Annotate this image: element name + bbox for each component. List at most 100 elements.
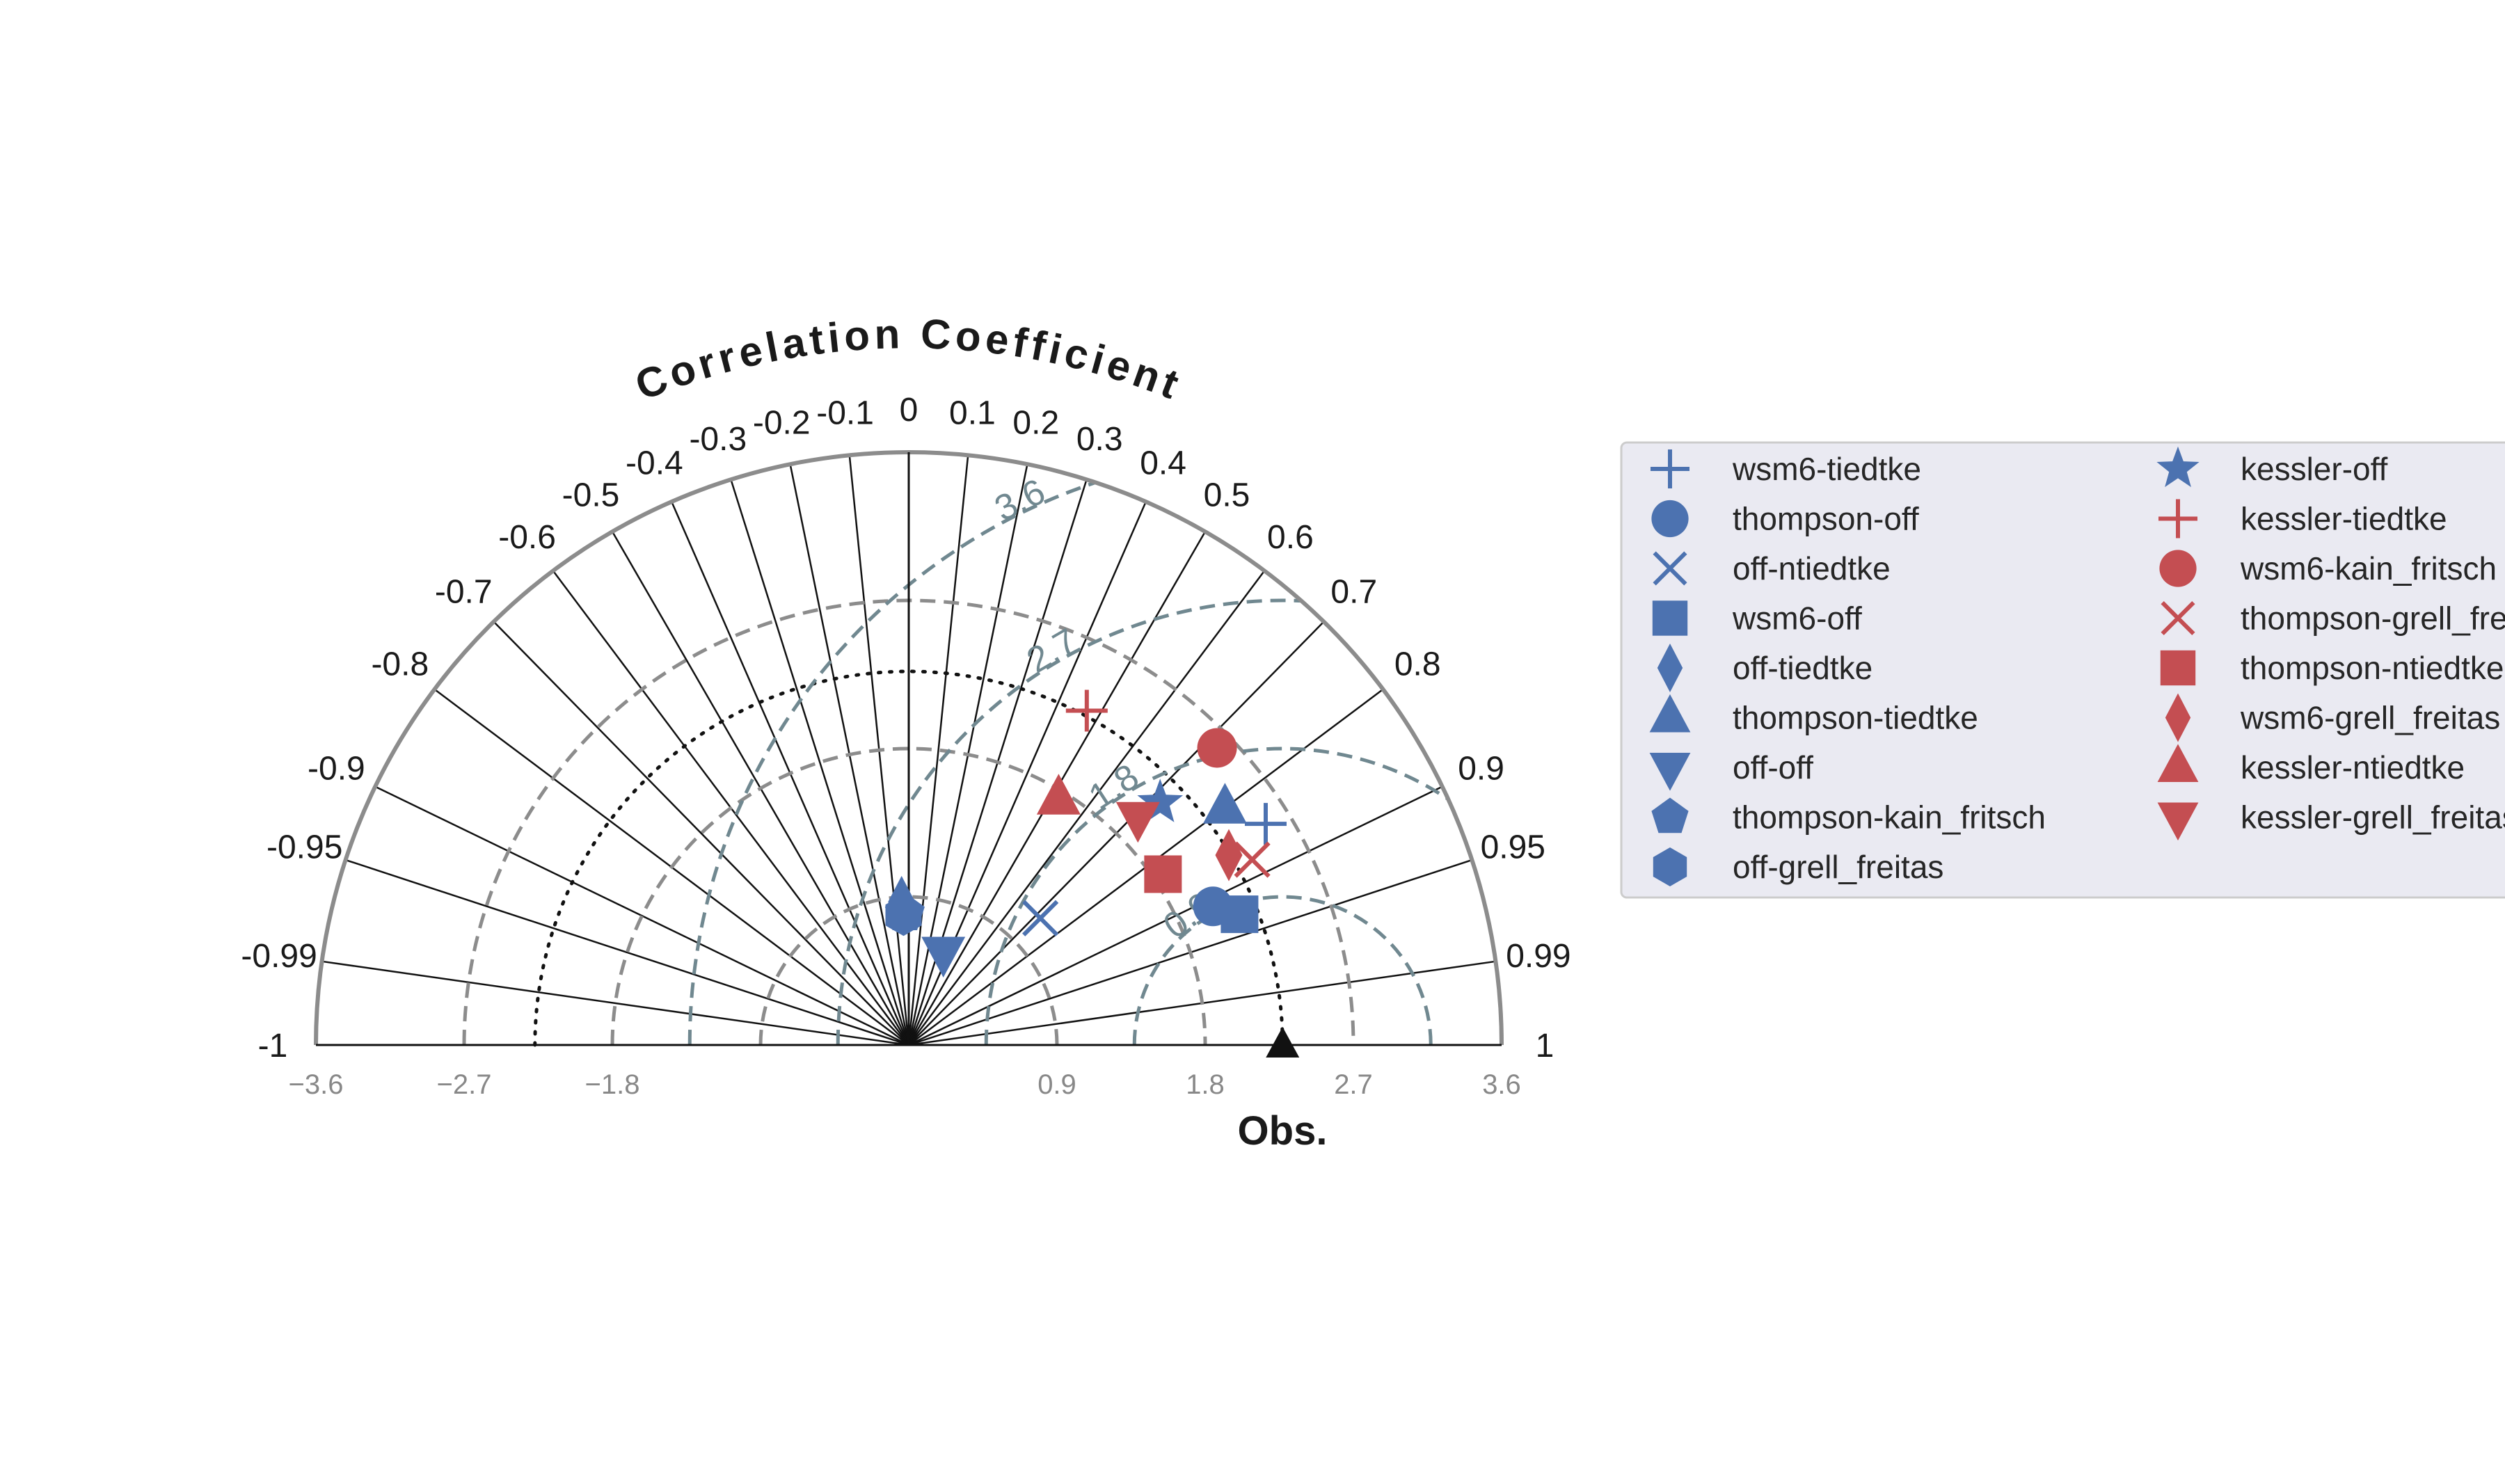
data-point-kessler-tiedtke [1065, 689, 1108, 732]
correlation-tick-label: 1 [1536, 1028, 1554, 1064]
rms-contour-arc [836, 598, 1502, 1045]
legend-label: thompson-off [1733, 501, 1919, 537]
legend-marker-kessler-ntiedtke [2157, 744, 2199, 782]
correlation-tick-label: 0.2 [1012, 405, 1059, 442]
legend-marker-thompson-kain_fritsch [1651, 797, 1689, 833]
correlation-gridline [493, 621, 909, 1046]
legend-label: off-tiedtke [1733, 650, 1872, 686]
correlation-tick-label: 0.6 [1267, 519, 1314, 556]
data-point-kessler-off [1137, 779, 1184, 822]
data-point-off-grell_freitas [885, 894, 922, 936]
correlation-tick-label: 0.8 [1394, 646, 1441, 683]
data-point-thompson-grell_freitas [1234, 841, 1271, 878]
legend-marker-thompson-off [1651, 500, 1689, 538]
legend-label: kessler-ntiedtke [2241, 749, 2465, 785]
legend-marker-wsm6-grell_freitas [2165, 693, 2191, 742]
rms-contours [690, 452, 1502, 1045]
data-point-wsm6-tiedtke [1244, 803, 1287, 845]
legend-item: wsm6-kain_fritsch [2159, 550, 2497, 587]
correlation-tick-label: 0.9 [1458, 751, 1504, 788]
legend-marker-thompson-tiedtke [1649, 694, 1691, 733]
legend-marker-wsm6-kain_fritsch [2159, 550, 2197, 587]
data-point-wsm6-grell_freitas [1215, 829, 1243, 881]
correlation-tick-label: 0.3 [1076, 421, 1123, 458]
legend-marker-off-off [1649, 753, 1691, 791]
correlation-gridline [374, 785, 909, 1046]
legend-item: thompson-grell_freitas [2161, 600, 2505, 637]
correlation-tick-label: 0.7 [1330, 573, 1377, 610]
std-tick-label: −2.7 [437, 1069, 492, 1100]
std-tick-label: −3.6 [289, 1069, 344, 1100]
correlation-gridline [730, 479, 910, 1046]
correlation-tick-label: 0.95 [1481, 829, 1545, 866]
correlation-tick-label: 0.1 [949, 395, 996, 432]
legend-item: kessler-ntiedtke [2157, 744, 2465, 785]
correlation-tick-label: -0.3 [689, 421, 747, 458]
tick-layer: -1 -0.99 -0.95 -0.9 -0.8-0.7-0.6-0.5-0.4-0.3… [241, 392, 1570, 1100]
legend-marker-off-grell_freitas [1653, 847, 1687, 886]
legend-marker-kessler-tiedtke [2158, 499, 2197, 538]
legend-item: thompson-kain_fritsch [1651, 797, 2046, 836]
legend-item: kessler-off [2156, 446, 2388, 488]
correlation-tick-label: -0.95 [267, 829, 342, 866]
legend-marker-thompson-ntiedtke [2160, 650, 2196, 686]
legend-label: wsm6-kain_fritsch [2240, 550, 2497, 587]
legend-label: off-ntiedtke [1733, 550, 1891, 587]
std-tick-label: 3.6 [1482, 1069, 1521, 1100]
std-tick-label: 2.7 [1334, 1069, 1373, 1100]
correlation-tick-label: -0.99 [241, 938, 317, 975]
legend-item: off-ntiedtke [1653, 550, 1891, 587]
data-point-thompson-tiedtke [1202, 783, 1247, 824]
correlation-tick-label: 0.4 [1140, 445, 1186, 481]
correlation-tick-label: -0.5 [562, 477, 620, 514]
std-tick-label: 1.8 [1186, 1069, 1225, 1100]
legend-label: wsm6-grell_freitas [2240, 700, 2500, 736]
legend-label: thompson-kain_fritsch [1733, 799, 2046, 836]
legend-item: wsm6-tiedtke [1651, 449, 1921, 488]
legend-label: off-grell_freitas [1733, 849, 1943, 885]
data-point-kessler-ntiedtke [1036, 774, 1081, 815]
legend-marker-thompson-grell_freitas [2161, 600, 2195, 636]
legend-item: off-off [1649, 749, 1813, 791]
reference-point [1266, 1027, 1300, 1058]
legend-label: thompson-tiedtke [1733, 700, 1978, 736]
legend-marker-off-tiedtke [1657, 644, 1683, 692]
data-point-thompson-ntiedtke [1144, 855, 1182, 893]
legend-marker-kessler-off [2156, 446, 2200, 488]
correlation-tick-label: -0.2 [753, 405, 811, 442]
std-tick-label: −1.8 [585, 1069, 640, 1100]
correlation-gridline [345, 859, 909, 1046]
legend-label: wsm6-tiedtke [1732, 451, 1921, 487]
legend-item: kessler-grell_freitas [2157, 799, 2505, 841]
legend: wsm6-tiedtke thompson-off off-ntiedtke wsm6… [1620, 441, 2505, 899]
correlation-tick-label: -0.8 [371, 646, 429, 683]
correlation-gridline [907, 570, 1266, 1046]
correlation-tick-label: -0.1 [816, 395, 874, 432]
std-contour-arc [758, 895, 1059, 1046]
legend-marker-wsm6-off [1652, 600, 1688, 636]
axis-layer [314, 450, 1504, 1046]
legend-item: off-grell_freitas [1653, 847, 1943, 886]
std-tick-label: 0.9 [1037, 1069, 1076, 1100]
legend-label: kessler-grell_freitas [2241, 799, 2505, 836]
legend-box: wsm6-tiedtke thompson-off off-ntiedtke wsm6… [1620, 441, 2505, 899]
legend-item: wsm6-off [1652, 600, 1862, 637]
legend-item: kessler-tiedtke [2158, 499, 2447, 538]
rms-contour-label: 2.7 [1020, 621, 1084, 681]
rms-contour-label: 3.6 [989, 471, 1051, 529]
legend-label: kessler-off [2241, 451, 2388, 487]
correlation-gridline [907, 455, 969, 1046]
rms-contour-arc [984, 747, 1502, 1045]
data-point-off-ntiedtke [1022, 900, 1059, 936]
legend-label: off-off [1733, 749, 1813, 785]
correlation-tick-label: -0.7 [435, 573, 493, 610]
rms-contour-arc [1132, 895, 1433, 1045]
correlation-tick-label: 0 [900, 392, 918, 429]
correlation-tick-label: -0.6 [498, 519, 556, 556]
legend-label: kessler-tiedtke [2241, 501, 2447, 537]
correlation-gridline [321, 960, 909, 1046]
legend-item: thompson-tiedtke [1649, 694, 1978, 736]
correlation-tick-label: -1 [258, 1028, 288, 1064]
data-point-wsm6-kain_fritsch [1197, 728, 1237, 768]
